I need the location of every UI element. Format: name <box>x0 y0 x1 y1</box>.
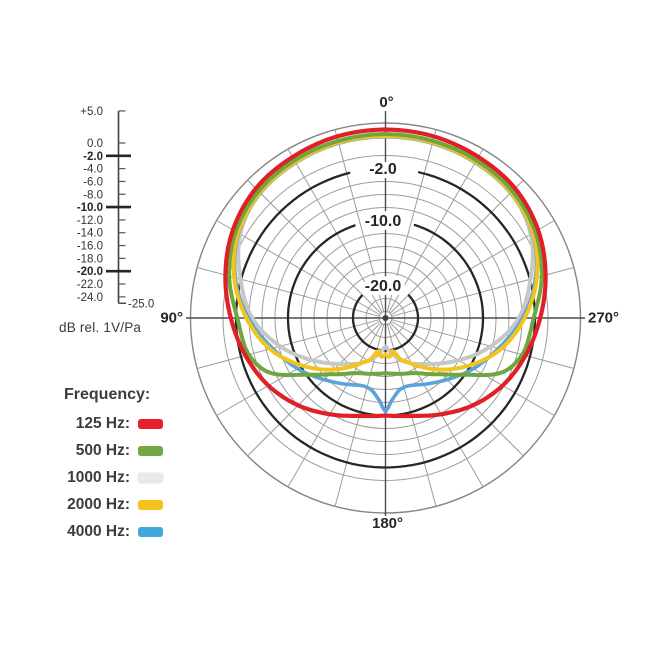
legend-item-1000hz: 1000 Hz: <box>25 464 165 491</box>
svg-text:-4.0: -4.0 <box>83 164 103 176</box>
frequency-curves <box>223 127 548 419</box>
svg-text:-18.0: -18.0 <box>77 253 103 265</box>
svg-text:-10.0: -10.0 <box>77 202 103 214</box>
svg-text:-8.0: -8.0 <box>83 189 103 201</box>
svg-text:0.0: 0.0 <box>87 138 103 150</box>
legend-item-125hz: 125 Hz: <box>25 410 165 437</box>
legend-swatch-1000hz <box>138 472 163 483</box>
svg-text:-6.0: -6.0 <box>83 176 103 188</box>
svg-text:-25.0: -25.0 <box>128 298 154 310</box>
db-scale-bar: +5.00.0-2.0-4.0-6.0-8.0-10.0-12.0-14.0-1… <box>77 106 154 310</box>
legend: Frequency: 125 Hz: 500 Hz: 1000 Hz: 2000… <box>25 382 165 545</box>
legend-label-125hz: 125 Hz: <box>75 414 130 432</box>
svg-text:-12.0: -12.0 <box>77 215 103 227</box>
svg-text:-22.0: -22.0 <box>77 279 103 291</box>
legend-label-500hz: 500 Hz: <box>75 441 130 459</box>
svg-text:180°: 180° <box>372 515 403 532</box>
db-scale-caption: dB rel. 1V/Pa <box>59 320 142 335</box>
svg-text:+5.0: +5.0 <box>80 106 103 118</box>
legend-swatch-125hz <box>138 418 163 429</box>
svg-text:-10.0: -10.0 <box>365 213 402 230</box>
legend-swatch-4000hz <box>138 526 163 537</box>
svg-text:-16.0: -16.0 <box>77 241 103 253</box>
svg-text:0°: 0° <box>379 94 393 111</box>
svg-text:-20.0: -20.0 <box>77 266 103 278</box>
legend-item-500hz: 500 Hz: <box>25 437 165 464</box>
legend-title: Frequency: <box>64 386 151 403</box>
svg-text:90°: 90° <box>160 310 183 327</box>
curve-1000hz <box>236 134 535 367</box>
legend-label-4000hz: 4000 Hz: <box>67 522 130 540</box>
legend-swatch-2000hz <box>138 499 163 510</box>
legend-swatch-500hz <box>138 445 163 456</box>
legend-rows: 125 Hz: 500 Hz: 1000 Hz: 2000 Hz: 4000 H… <box>25 410 165 545</box>
angle-labels: 0° 90° 180° 270° <box>160 94 619 532</box>
ring-db-labels: -2.0 -10.0 -20.0 <box>361 157 406 299</box>
svg-text:-24.0: -24.0 <box>77 292 103 304</box>
svg-text:-14.0: -14.0 <box>77 228 103 240</box>
curve-125hz <box>223 127 548 419</box>
svg-text:270°: 270° <box>588 310 619 327</box>
svg-text:-2.0: -2.0 <box>83 151 103 163</box>
legend-item-4000hz: 4000 Hz: <box>25 518 165 545</box>
legend-label-1000hz: 1000 Hz: <box>67 468 130 486</box>
legend-item-2000hz: 2000 Hz: <box>25 491 165 518</box>
curve-2000hz <box>231 134 540 372</box>
svg-text:-2.0: -2.0 <box>369 161 397 178</box>
legend-label-2000hz: 2000 Hz: <box>67 495 130 513</box>
curve-500hz <box>227 132 544 378</box>
svg-text:-20.0: -20.0 <box>365 278 402 295</box>
